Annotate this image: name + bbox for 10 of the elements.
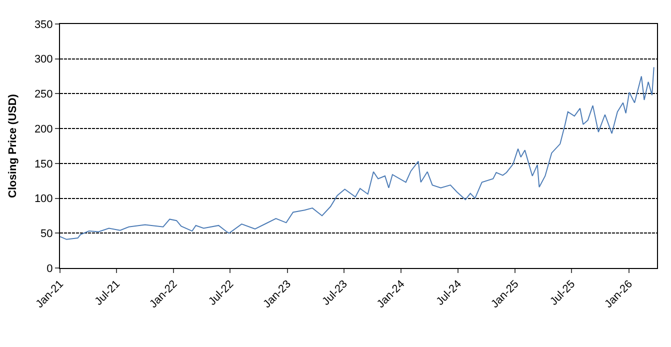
- y-tick-label: 0: [46, 262, 53, 275]
- y-tick-label: 100: [34, 193, 53, 206]
- line-series: [60, 66, 654, 240]
- y-tick-label: 150: [34, 158, 53, 170]
- y-axis-title: Closing Price (USD): [7, 94, 20, 198]
- y-tick-label: 200: [34, 123, 53, 136]
- y-tick-label: 350: [34, 18, 53, 31]
- y-tick-label: 250: [34, 88, 53, 101]
- y-tick-label: 50: [40, 228, 53, 240]
- y-tick-label: 300: [34, 54, 53, 66]
